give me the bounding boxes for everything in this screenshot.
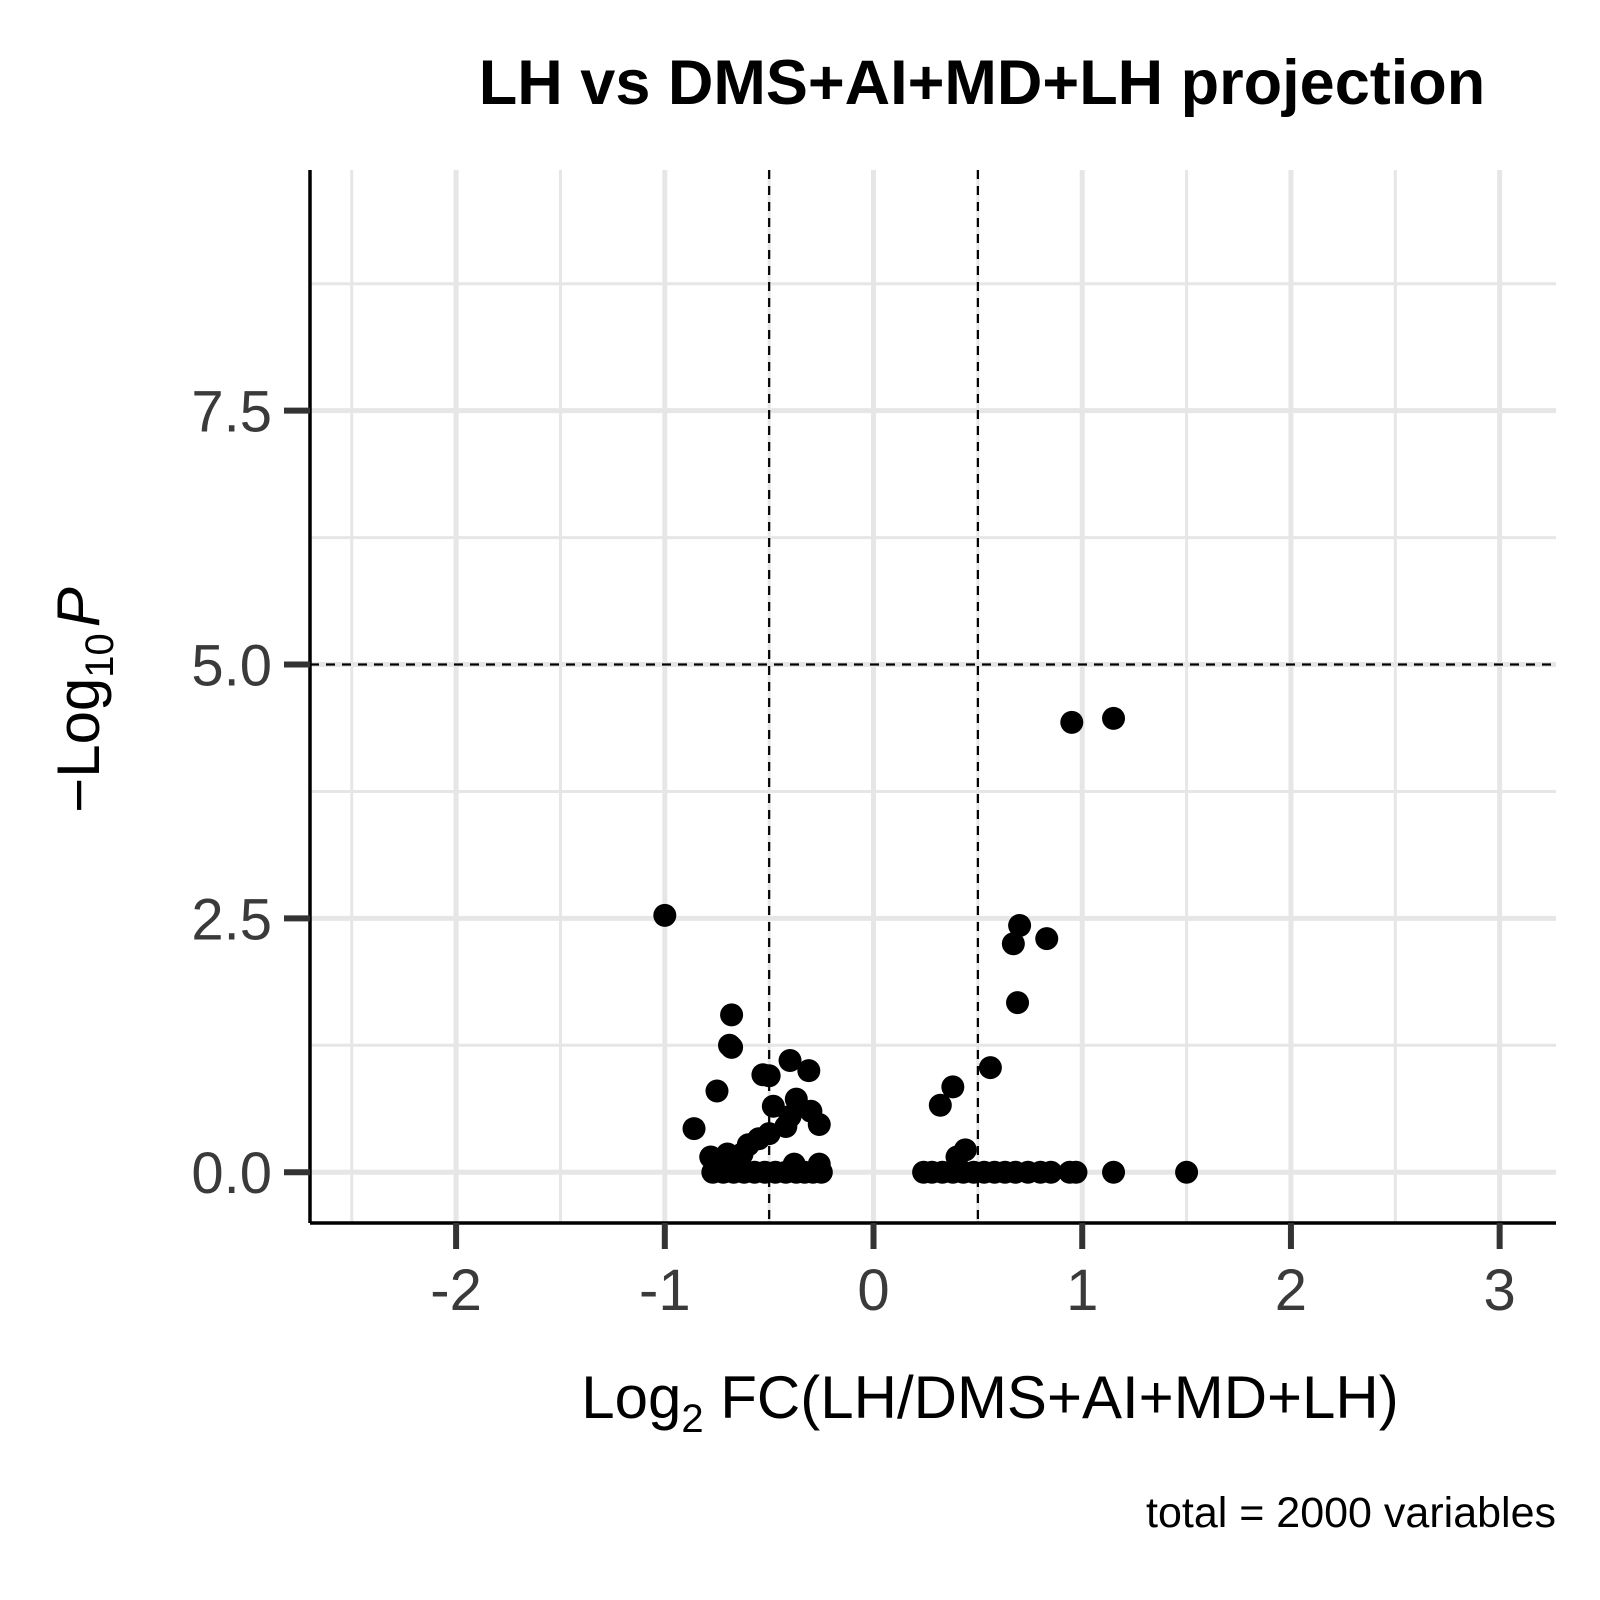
data-point	[797, 1059, 821, 1083]
data-point	[1060, 710, 1084, 734]
data-point	[1102, 1160, 1126, 1184]
data-point	[1006, 991, 1030, 1015]
data-point	[720, 1003, 744, 1027]
data-point	[757, 1064, 781, 1088]
grid	[310, 170, 1556, 1223]
y-axis-title-italic: P	[45, 587, 112, 627]
axes	[284, 170, 1556, 1249]
data-point	[978, 1056, 1002, 1080]
x-tick-label: -1	[639, 1258, 691, 1323]
data-point	[1039, 1160, 1063, 1184]
data-point	[941, 1075, 965, 1099]
x-tick-label: 3	[1484, 1258, 1516, 1323]
chart-caption: total = 2000 variables	[1146, 1489, 1556, 1537]
x-tick-labels: -2 -1 0 1 2 3	[430, 1258, 1515, 1323]
x-axis-title-subscript: 2	[681, 1397, 703, 1441]
chart-title: LH vs DMS+AI+MD+LH projection	[479, 48, 1485, 118]
data-point	[705, 1079, 729, 1103]
data-point	[1035, 927, 1059, 951]
x-axis-title-suffix: FC(LH/DMS+AI+MD+LH)	[704, 1364, 1399, 1431]
x-tick-label: -2	[430, 1258, 482, 1323]
y-tick-label: 2.5	[191, 887, 272, 952]
y-axis-title-prefix: −Log	[45, 678, 112, 813]
x-tick-label: 1	[1066, 1258, 1098, 1323]
data-point	[1008, 913, 1032, 937]
data-points	[653, 706, 1199, 1184]
x-axis-title-prefix: Log	[581, 1364, 681, 1431]
data-point	[928, 1093, 952, 1117]
data-point	[761, 1094, 785, 1118]
data-point	[1102, 706, 1126, 730]
y-tick-label: 7.5	[191, 380, 272, 445]
y-axis-title-subscript: 10	[78, 633, 122, 678]
y-tick-labels: 0.0 2.5 5.0 7.5	[191, 380, 272, 1207]
y-axis-title: −Log10 P	[45, 587, 122, 813]
data-point	[720, 1035, 744, 1059]
threshold-lines	[310, 170, 1556, 1223]
data-point	[1001, 932, 1025, 956]
x-tick-label: 0	[857, 1258, 889, 1323]
y-tick-label: 0.0	[191, 1141, 272, 1206]
data-point	[682, 1117, 706, 1141]
data-point	[1175, 1160, 1199, 1184]
data-point	[807, 1113, 831, 1137]
data-point	[1064, 1160, 1088, 1184]
data-point	[653, 903, 677, 927]
data-point	[778, 1049, 802, 1073]
x-tick-label: 2	[1275, 1258, 1307, 1323]
x-axis-title: Log2 FC(LH/DMS+AI+MD+LH)	[581, 1364, 1399, 1441]
y-tick-label: 5.0	[191, 634, 272, 699]
data-point	[809, 1160, 833, 1184]
